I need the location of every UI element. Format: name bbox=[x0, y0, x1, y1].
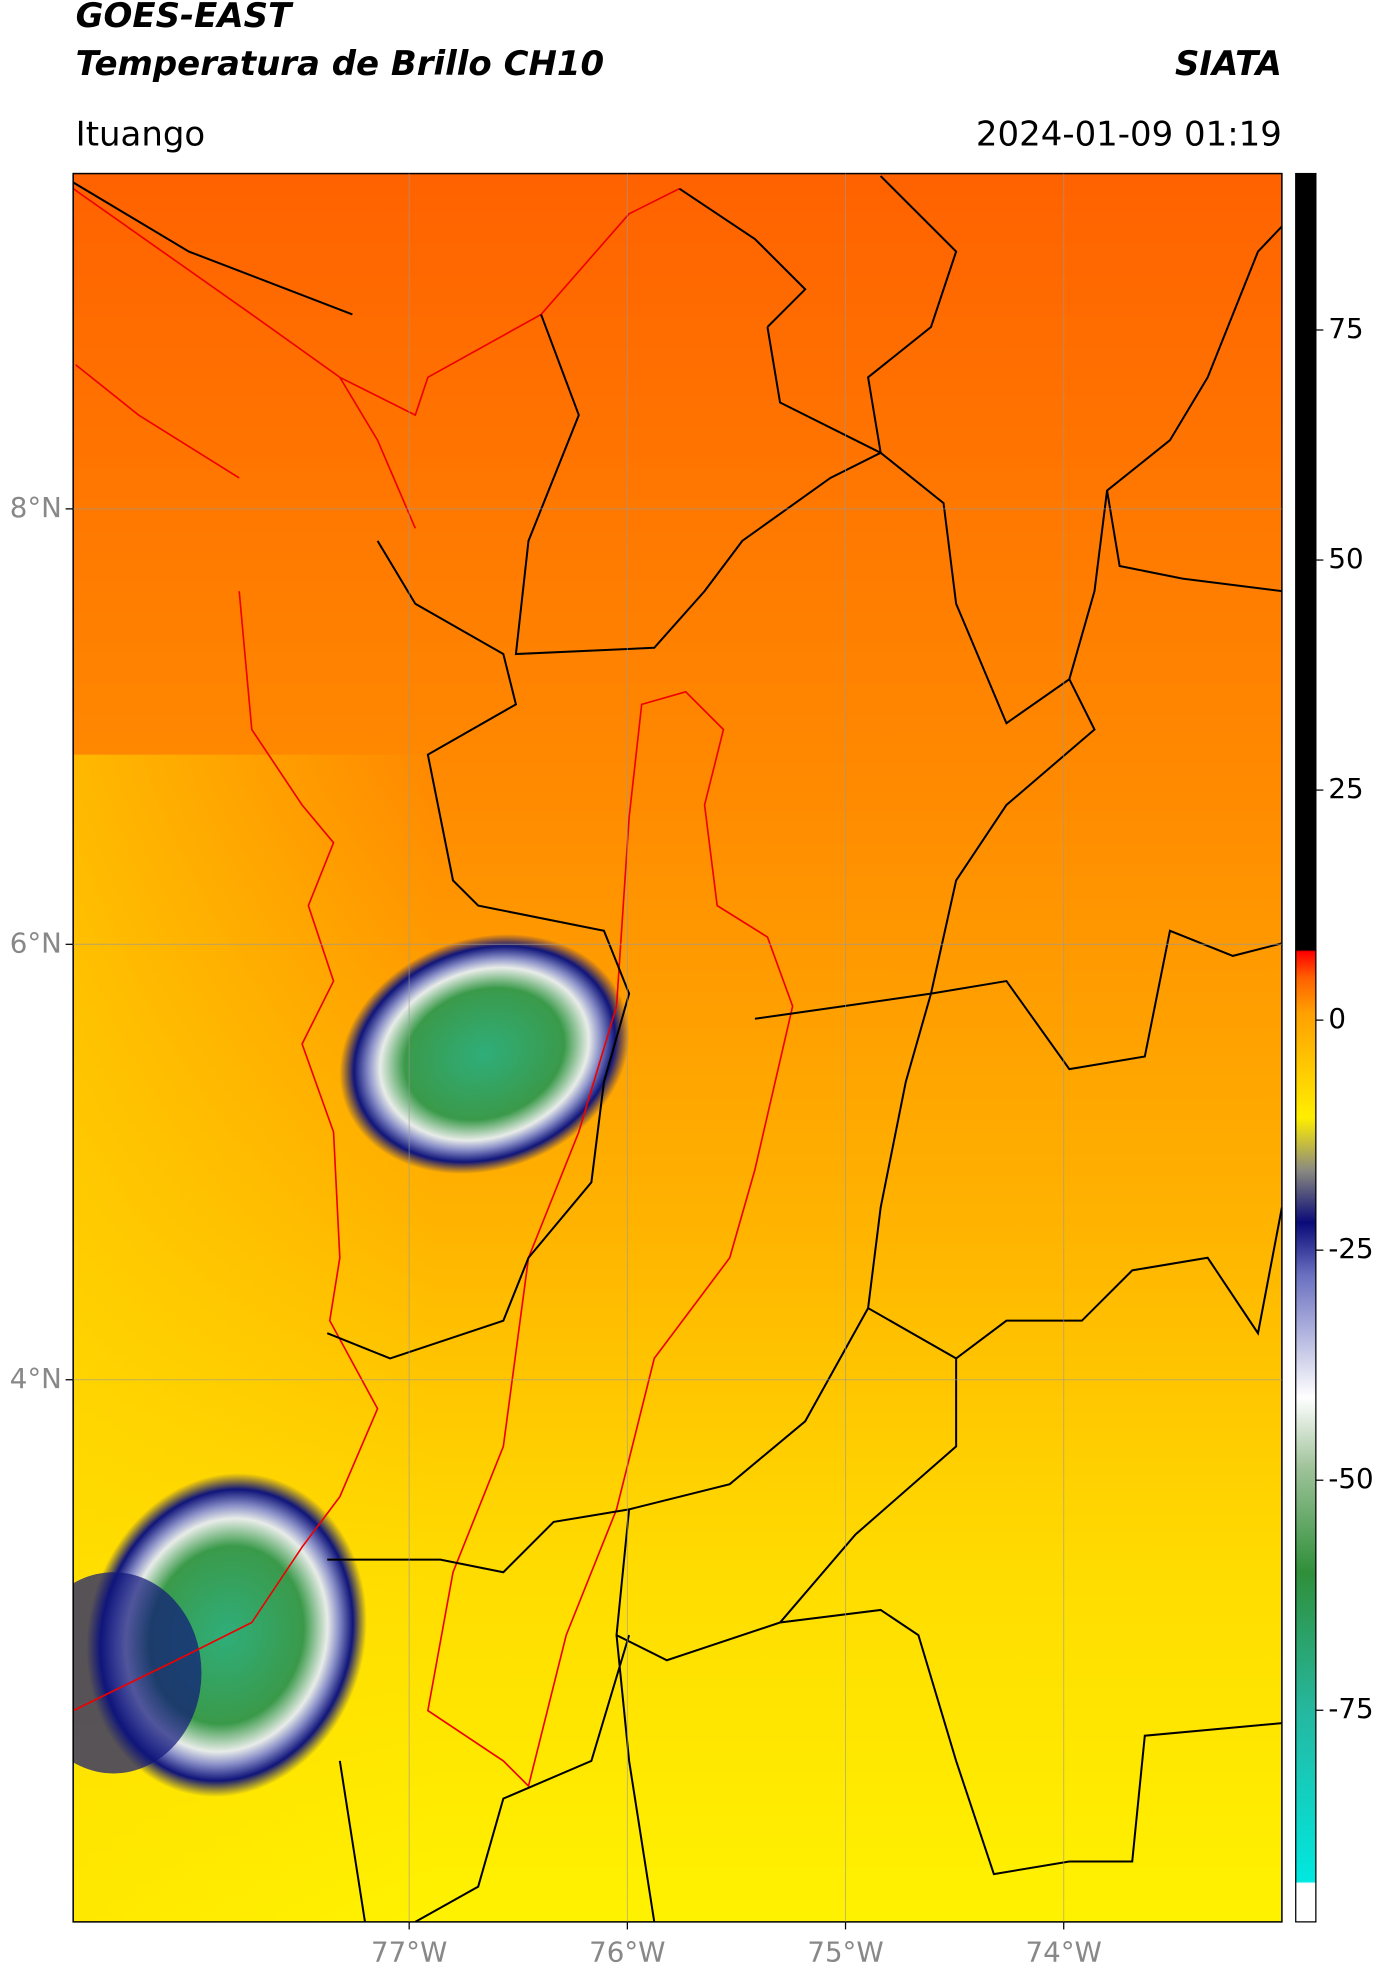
colorbar-label: 0 bbox=[1328, 1002, 1346, 1035]
lon-label: 77°W bbox=[371, 1935, 447, 1968]
map-frame bbox=[72, 172, 1283, 1923]
product: Temperatura de Brillo CH10 bbox=[76, 44, 604, 84]
lon-label: 76°W bbox=[589, 1935, 665, 1968]
location: Ituango bbox=[76, 114, 206, 154]
colorbar-label: -75 bbox=[1328, 1692, 1373, 1725]
colorbar-label: 75 bbox=[1328, 312, 1363, 345]
colorbar bbox=[1295, 172, 1317, 1923]
lon-label: 75°W bbox=[807, 1935, 883, 1968]
colorbar-label: -25 bbox=[1328, 1232, 1373, 1265]
lon-label: 74°W bbox=[1026, 1935, 1102, 1968]
map-image bbox=[73, 173, 1282, 1922]
source: GOES-EAST bbox=[76, 0, 294, 36]
lat-label: 6°N bbox=[10, 926, 62, 959]
datetime: 2024-01-09 01:19 bbox=[976, 114, 1282, 154]
lat-label: 4°N bbox=[10, 1362, 62, 1395]
axes: 8°N 6°N 4°N 77°W 76°W 75°W 74°W 75 50 25 0 -25 -50 -7… bbox=[10, 173, 1374, 1968]
colorbar-label: -50 bbox=[1328, 1462, 1373, 1495]
colorbar-label: 50 bbox=[1328, 542, 1363, 575]
agency: SIATA bbox=[1175, 44, 1282, 84]
lat-label: 8°N bbox=[10, 491, 62, 524]
colorbar-label: 25 bbox=[1328, 772, 1363, 805]
